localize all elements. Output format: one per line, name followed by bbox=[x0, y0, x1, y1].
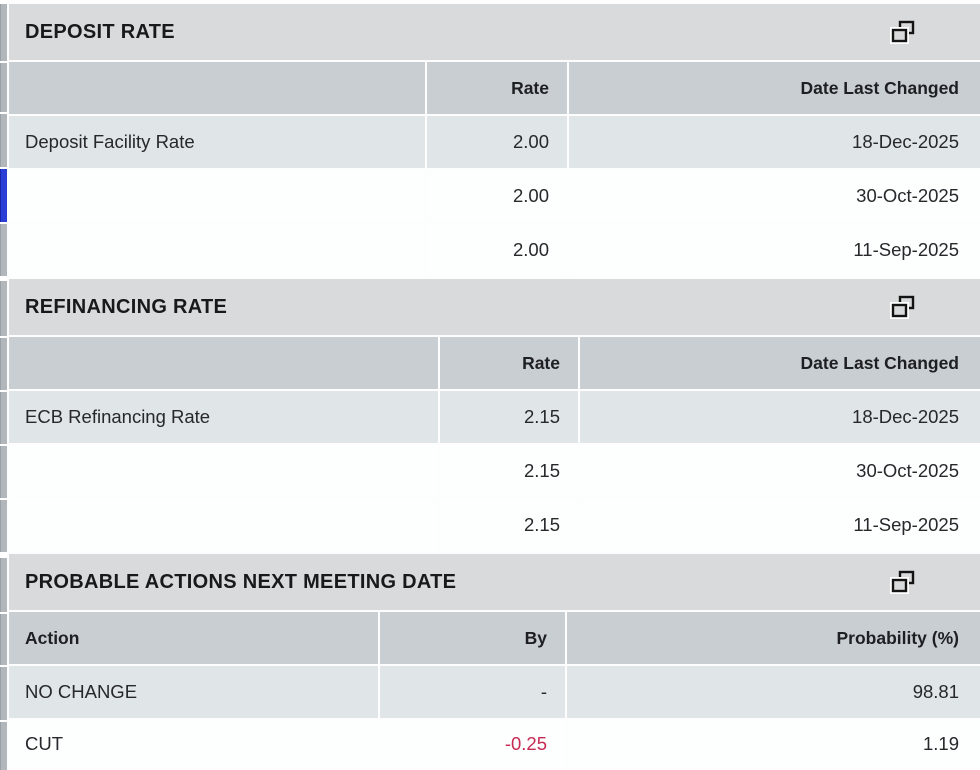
action-label: CUT bbox=[9, 720, 378, 768]
table-row[interactable]: 2.00 11-Sep-2025 bbox=[9, 224, 980, 276]
column-header-date: Date Last Changed bbox=[580, 337, 980, 389]
column-header-rate: Rate bbox=[440, 337, 578, 389]
table-header-row: Rate Date Last Changed bbox=[9, 337, 980, 389]
table-row[interactable]: 2.00 30-Oct-2025 bbox=[9, 170, 980, 222]
date-value: 11-Sep-2025 bbox=[569, 224, 980, 276]
row-label bbox=[9, 445, 438, 497]
edge-segment bbox=[0, 446, 7, 498]
rate-value: 2.00 bbox=[427, 170, 567, 222]
column-header-date: Date Last Changed bbox=[569, 62, 980, 114]
edge-segment bbox=[0, 392, 7, 444]
table-row[interactable]: CUT -0.25 1.19 bbox=[9, 720, 980, 768]
left-edge-column bbox=[0, 0, 7, 770]
table-row[interactable]: ECB Refinancing Rate 2.15 18-Dec-2025 bbox=[9, 391, 980, 443]
date-value: 18-Dec-2025 bbox=[569, 116, 980, 168]
row-label: Deposit Facility Rate bbox=[9, 116, 425, 168]
column-header-probability: Probability (%) bbox=[567, 612, 980, 664]
edge-segment bbox=[0, 722, 7, 770]
table-row[interactable]: 2.15 11-Sep-2025 bbox=[9, 499, 980, 551]
rate-value: 2.15 bbox=[440, 445, 578, 497]
edge-segment bbox=[0, 63, 7, 112]
edge-segment-highlighted bbox=[0, 169, 7, 222]
by-value: - bbox=[380, 666, 565, 718]
column-header-name bbox=[9, 337, 438, 389]
row-label bbox=[9, 224, 425, 276]
probability-value: 98.81 bbox=[567, 666, 980, 718]
edge-segment bbox=[0, 667, 7, 720]
probability-value: 1.19 bbox=[567, 720, 980, 768]
rate-value: 2.15 bbox=[440, 499, 578, 551]
edge-segment bbox=[0, 224, 7, 276]
edge-segment bbox=[0, 114, 7, 167]
refinancing-rate-table: Rate Date Last Changed ECB Refinancing R… bbox=[9, 337, 980, 551]
table-row[interactable]: 2.15 30-Oct-2025 bbox=[9, 445, 980, 497]
action-label: NO CHANGE bbox=[9, 666, 378, 718]
edge-segment bbox=[0, 338, 7, 390]
copy-icon[interactable] bbox=[890, 295, 916, 319]
row-label bbox=[9, 170, 425, 222]
table-row[interactable]: NO CHANGE - 98.81 bbox=[9, 666, 980, 718]
edge-segment bbox=[0, 614, 7, 665]
edge-segment bbox=[0, 500, 7, 552]
section-title: DEPOSIT RATE bbox=[25, 20, 175, 43]
refinancing-rate-section: REFINANCING RATE Rate Date Last Changed bbox=[9, 279, 980, 551]
column-header-action: Action bbox=[9, 612, 378, 664]
table-header-row: Rate Date Last Changed bbox=[9, 62, 980, 114]
rate-value: 2.15 bbox=[440, 391, 578, 443]
section-header: PROBABLE ACTIONS NEXT MEETING DATE bbox=[9, 554, 980, 610]
section-title: REFINANCING RATE bbox=[25, 295, 228, 318]
table-header-row: Action By Probability (%) bbox=[9, 612, 980, 664]
deposit-rate-table: Rate Date Last Changed Deposit Facility … bbox=[9, 62, 980, 276]
table-row[interactable]: Deposit Facility Rate 2.00 18-Dec-2025 bbox=[9, 116, 980, 168]
column-header-rate: Rate bbox=[427, 62, 567, 114]
deposit-rate-section: DEPOSIT RATE Rate Date Last Changed Dep bbox=[9, 4, 980, 276]
date-value: 30-Oct-2025 bbox=[569, 170, 980, 222]
section-title: PROBABLE ACTIONS NEXT MEETING DATE bbox=[25, 570, 457, 593]
edge-segment bbox=[0, 4, 7, 61]
date-value: 30-Oct-2025 bbox=[580, 445, 980, 497]
column-header-by: By bbox=[380, 612, 565, 664]
section-header: DEPOSIT RATE bbox=[9, 4, 980, 60]
row-label bbox=[9, 499, 438, 551]
by-value-negative: -0.25 bbox=[380, 720, 565, 768]
edge-segment bbox=[0, 558, 7, 612]
rate-value: 2.00 bbox=[427, 116, 567, 168]
column-header-name bbox=[9, 62, 425, 114]
section-header: REFINANCING RATE bbox=[9, 279, 980, 335]
probable-actions-table: Action By Probability (%) NO CHANGE - 98… bbox=[9, 612, 980, 768]
rate-value: 2.00 bbox=[427, 224, 567, 276]
date-value: 18-Dec-2025 bbox=[580, 391, 980, 443]
row-label: ECB Refinancing Rate bbox=[9, 391, 438, 443]
edge-segment bbox=[0, 281, 7, 336]
copy-icon[interactable] bbox=[890, 20, 916, 44]
copy-icon[interactable] bbox=[890, 570, 916, 594]
date-value: 11-Sep-2025 bbox=[580, 499, 980, 551]
probable-actions-section: PROBABLE ACTIONS NEXT MEETING DATE Actio… bbox=[9, 554, 980, 768]
